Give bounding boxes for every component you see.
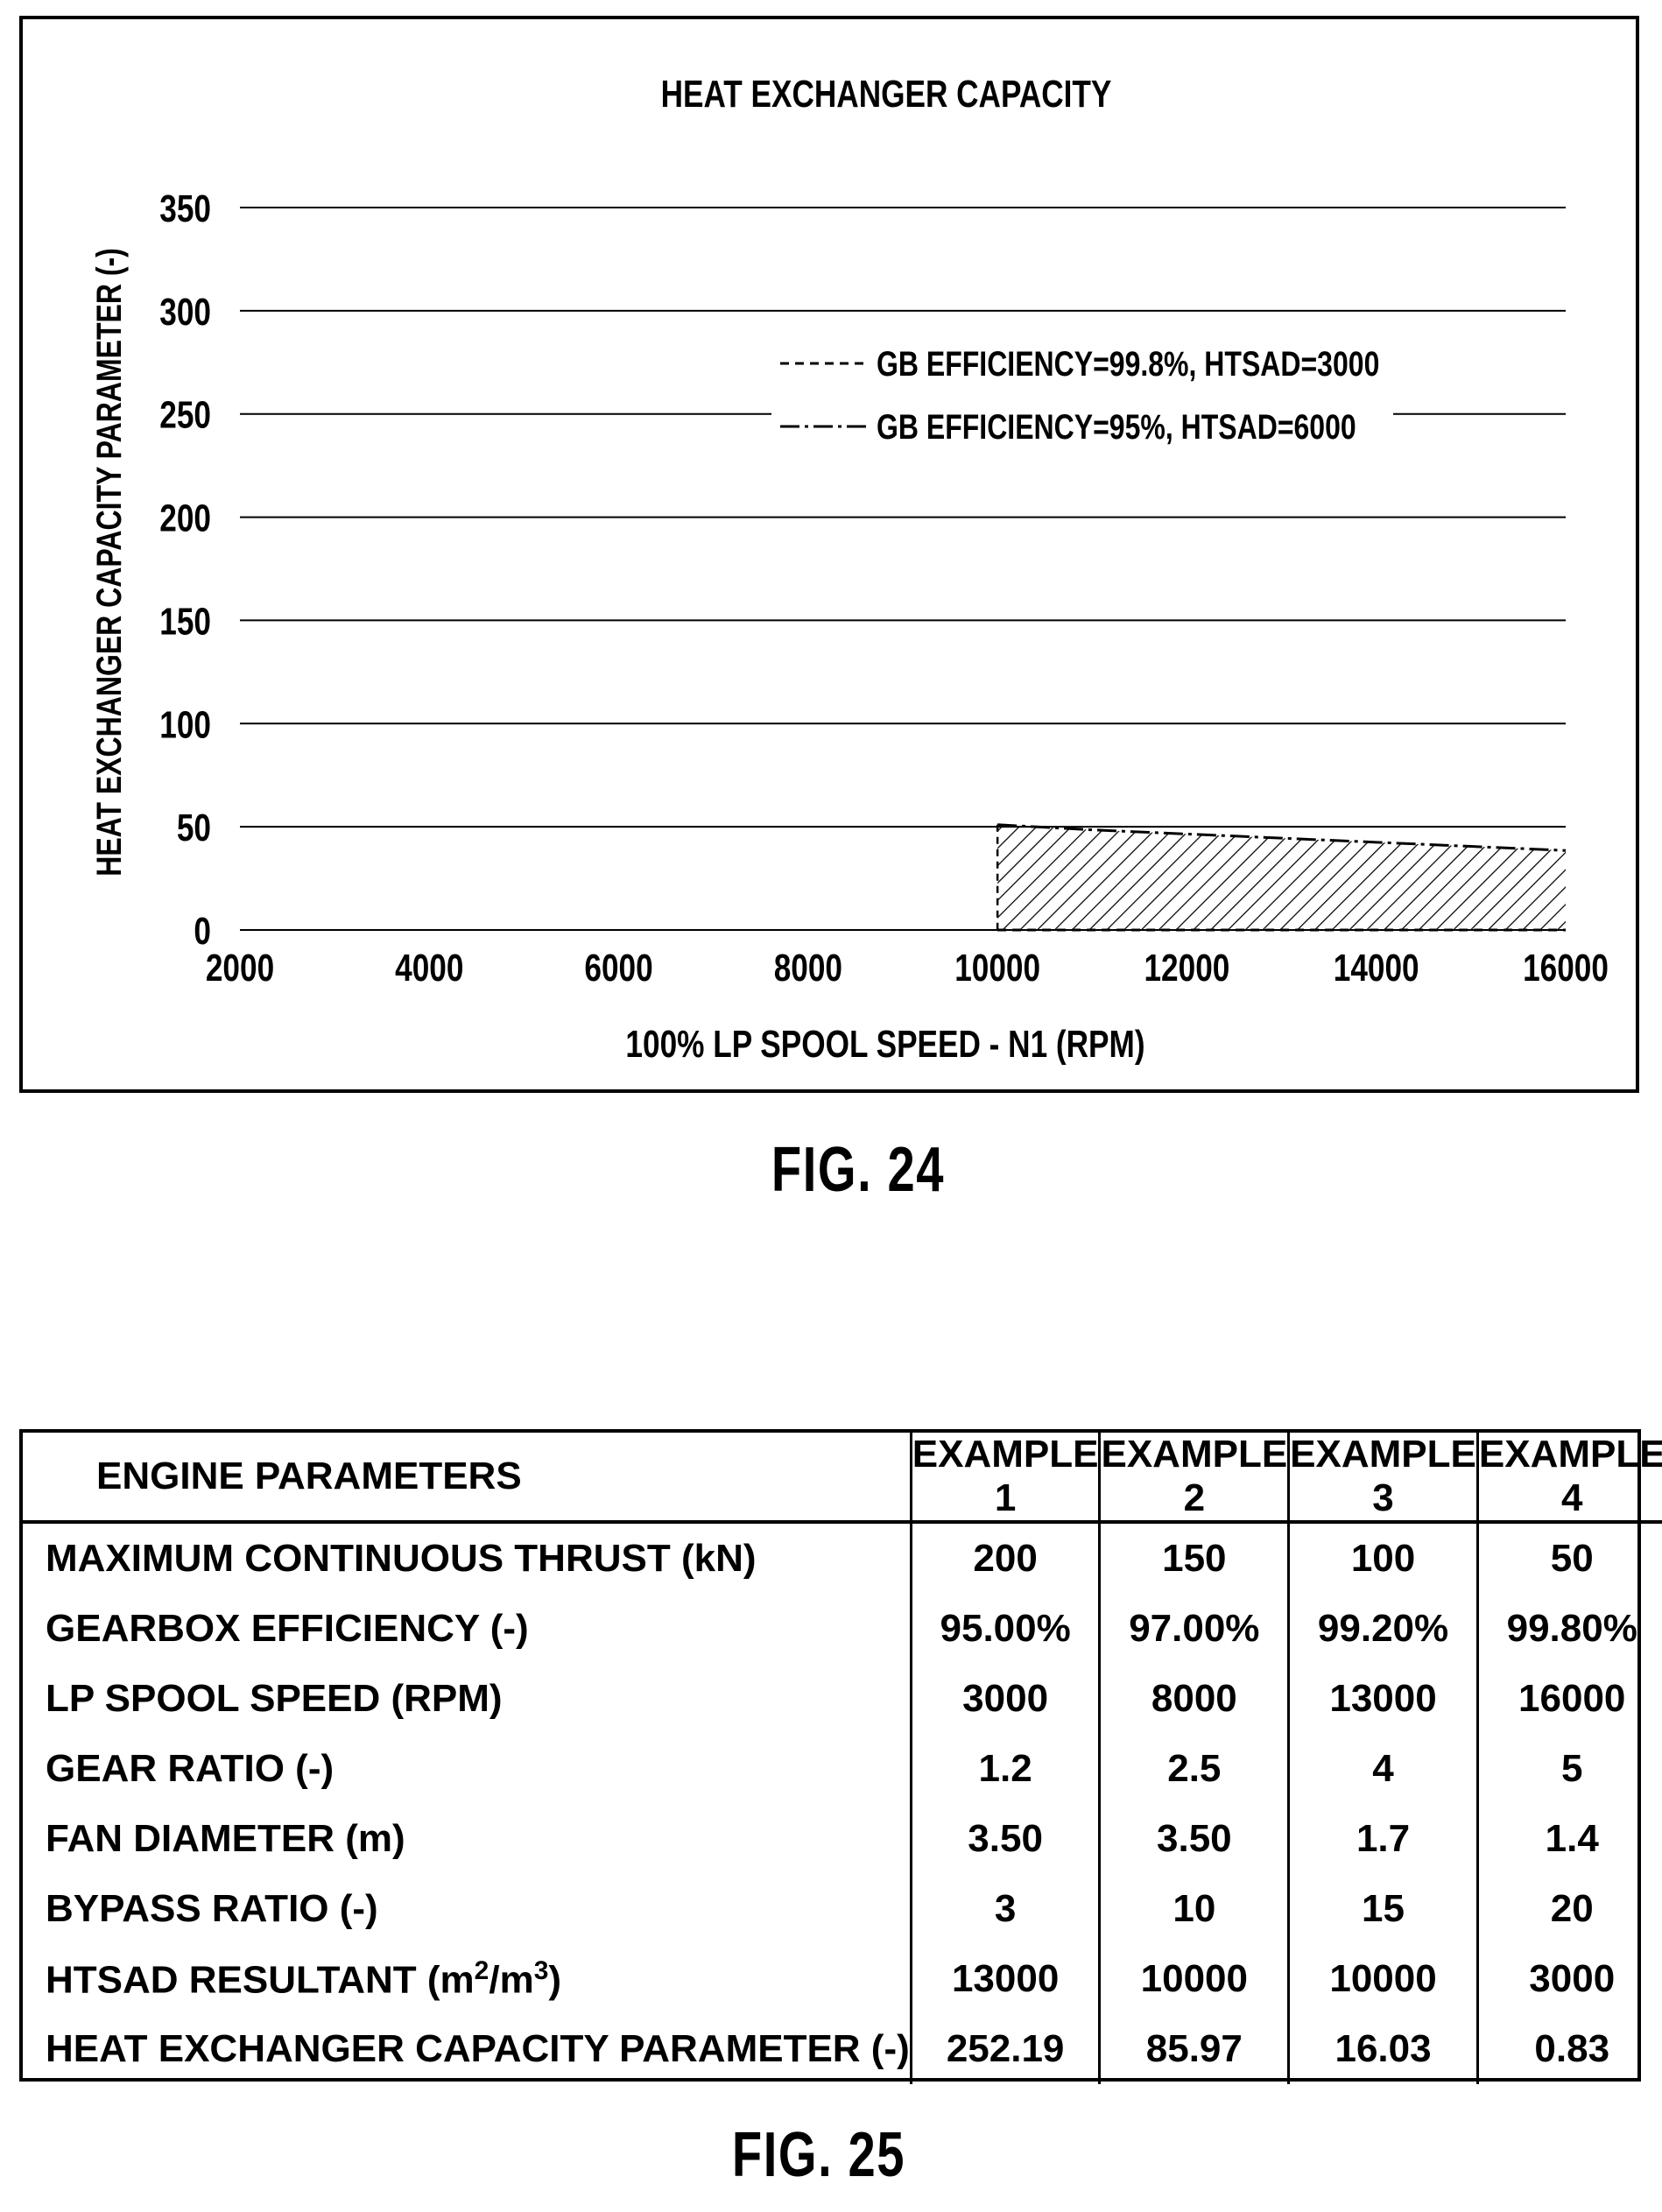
table-cell: 10000 <box>1287 1944 1478 2014</box>
row-label: HTSAD RESULTANT (m2/m3) <box>23 1944 911 2014</box>
row-label-part: ) <box>548 1958 562 2002</box>
header-example-3: EXAMPLE 3 <box>1287 1433 1478 1524</box>
y-tick-label: 150 <box>159 601 211 644</box>
x-tick-label: 4000 <box>395 947 463 990</box>
table-cell: 20 <box>1475 1874 1662 1944</box>
table-cell: 95.00% <box>909 1594 1100 1664</box>
table-row: HTSAD RESULTANT (m2/m3) 13000 10000 1000… <box>23 1944 1662 2014</box>
row-label: HEAT EXCHANGER CAPACITY PARAMETER (-) <box>46 2027 910 2070</box>
row-label: LP SPOOL SPEED (RPM) <box>46 1677 503 1720</box>
table-cell: 8000 <box>1098 1664 1289 1734</box>
table-cell: 4 <box>1287 1734 1478 1804</box>
table-header-row: ENGINE PARAMETERS EXAMPLE 1 EXAMPLE 2 EX… <box>23 1433 1662 1524</box>
table-cell: 10 <box>1098 1874 1289 1944</box>
figure-25-caption: FIG. 25 <box>731 2120 906 2190</box>
table-row: BYPASS RATIO (-) 3 10 15 20 <box>23 1874 1662 1944</box>
y-tick-label: 200 <box>159 497 211 540</box>
engine-parameters-table: ENGINE PARAMETERS EXAMPLE 1 EXAMPLE 2 EX… <box>19 1429 1662 2084</box>
table-cell: 99.20% <box>1287 1594 1478 1664</box>
table-cell: 99.80% <box>1475 1594 1662 1664</box>
header-example-4: EXAMPLE 4 <box>1475 1433 1662 1524</box>
y-tick-label: 0 <box>194 910 211 953</box>
table-cell: 1.4 <box>1475 1804 1662 1874</box>
row-label: MAXIMUM CONTINUOUS THRUST (kN) <box>46 1537 757 1580</box>
header-engine-parameters: ENGINE PARAMETERS <box>23 1433 912 1524</box>
x-tick-label: 10000 <box>954 947 1040 990</box>
y-tick-label: 250 <box>159 394 211 437</box>
x-tick-label: 2000 <box>206 947 274 990</box>
x-tick-label: 16000 <box>1523 947 1609 990</box>
y-tick-label: 350 <box>159 187 211 230</box>
x-axis-label: 100% LP SPOOL SPEED - N1 (RPM) <box>625 1023 1144 1066</box>
table-cell: 0.83 <box>1475 2014 1662 2084</box>
table-cell: 13000 <box>909 1944 1100 2014</box>
table-cell: 50 <box>1475 1522 1662 1594</box>
table-row: LP SPOOL SPEED (RPM) 3000 8000 13000 160… <box>23 1664 1662 1734</box>
series-line-2 <box>997 823 1567 852</box>
x-tick-label: 6000 <box>584 947 652 990</box>
table-cell: 97.00% <box>1098 1594 1289 1664</box>
table-cell: 150 <box>1098 1522 1289 1594</box>
table-cell: 3000 <box>909 1664 1100 1734</box>
x-tick-label: 12000 <box>1144 947 1230 990</box>
y-axis-label: HEAT EXCHANGER CAPACITY PARAMETER (-) <box>89 248 129 877</box>
table-cell: 16.03 <box>1287 2014 1478 2084</box>
row-label: FAN DIAMETER (m) <box>46 1817 405 1860</box>
shaded-region <box>997 824 1566 930</box>
figure-24-caption: FIG. 24 <box>771 1135 946 1205</box>
table-cell: 1.2 <box>909 1734 1100 1804</box>
superscript-2: 2 <box>474 1955 489 1985</box>
y-tick-label: 100 <box>159 704 211 747</box>
row-label: BYPASS RATIO (-) <box>46 1887 378 1930</box>
table-cell: 1.7 <box>1287 1804 1478 1874</box>
table-cell: 3 <box>909 1874 1100 1944</box>
table-cell: 3000 <box>1475 1944 1662 2014</box>
table-cell: 15 <box>1287 1874 1478 1944</box>
table-cell: 85.97 <box>1098 2014 1289 2084</box>
header-example-2: EXAMPLE 2 <box>1098 1433 1289 1524</box>
table-row: HEAT EXCHANGER CAPACITY PARAMETER (-) 25… <box>23 2014 1662 2084</box>
row-label: GEAR RATIO (-) <box>46 1747 335 1790</box>
table-cell: 5 <box>1475 1734 1662 1804</box>
legend-background <box>771 404 1393 442</box>
superscript-3: 3 <box>533 1955 549 1985</box>
row-label: GEARBOX EFFICIENCY (-) <box>46 1607 529 1650</box>
table-row: FAN DIAMETER (m) 3.50 3.50 1.7 1.4 <box>23 1804 1662 1874</box>
table-cell: 10000 <box>1098 1944 1289 2014</box>
x-tick-label: 14000 <box>1334 947 1419 990</box>
table-row: GEAR RATIO (-) 1.2 2.5 4 5 <box>23 1734 1662 1804</box>
row-label-part: HTSAD RESULTANT (m <box>46 1958 475 2002</box>
table-row: GEARBOX EFFICIENCY (-) 95.00% 97.00% 99.… <box>23 1594 1662 1664</box>
table-cell: 3.50 <box>1098 1804 1289 1874</box>
table-cell: 13000 <box>1287 1664 1478 1734</box>
chart-title: HEAT EXCHANGER CAPACITY <box>661 73 1112 116</box>
y-tick-label: 300 <box>159 291 211 334</box>
table-cell: 3.50 <box>909 1804 1100 1874</box>
table-cell: 252.19 <box>909 2014 1100 2084</box>
header-example-1: EXAMPLE 1 <box>909 1433 1100 1524</box>
chart-canvas: HEAT EXCHANGER CAPACITY 0 50 100 150 200 250 3… <box>89 73 1609 1066</box>
table-cell: 2.5 <box>1098 1734 1289 1804</box>
legend-label-1: GB EFFICIENCY=99.8%, HTSAD=3000 <box>877 344 1379 384</box>
parameters-table: ENGINE PARAMETERS EXAMPLE 1 EXAMPLE 2 EX… <box>23 1433 1662 2084</box>
legend-label-2: GB EFFICIENCY=95%, HTSAD=6000 <box>877 407 1356 447</box>
table-row: MAXIMUM CONTINUOUS THRUST (kN) 200 150 1… <box>23 1522 1662 1594</box>
table-cell: 100 <box>1287 1522 1478 1594</box>
x-tick-label: 8000 <box>774 947 842 990</box>
y-tick-label: 50 <box>177 807 211 849</box>
row-label-part: /m <box>489 1958 534 2002</box>
figure-24-chart: HEAT EXCHANGER CAPACITY 0 50 100 150 200 250 3… <box>19 16 1639 1093</box>
legend-background <box>771 341 1393 379</box>
table-cell: 200 <box>909 1522 1100 1594</box>
table-cell: 16000 <box>1475 1664 1662 1734</box>
